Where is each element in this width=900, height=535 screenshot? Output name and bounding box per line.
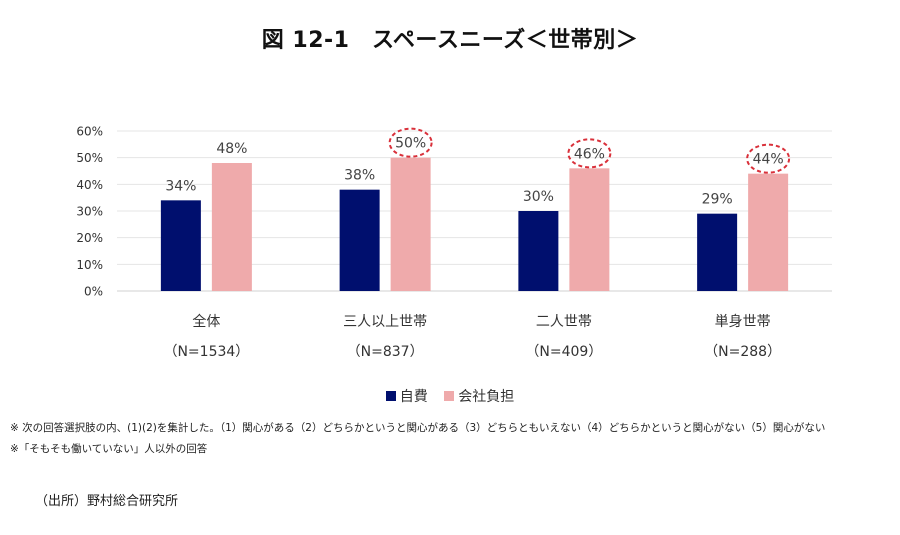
source: （出所）野村総合研究所 (35, 494, 179, 509)
highlight-circle (388, 127, 433, 158)
note-2: ※「そもそも働いていない」人以外の回答 (10, 443, 208, 455)
y-tick-label: 40% (76, 178, 103, 192)
bar-self-paid (697, 213, 738, 291)
bar-company-paid (390, 157, 431, 291)
chart-title: 図 12-1 スペースニーズ＜世帯別＞ (261, 28, 639, 53)
y-tick-label: 50% (76, 151, 103, 165)
data-label: 44% (753, 152, 784, 168)
x-axis-labels: 全体 （N=1534） 三人以上世帯 （N=837） 二人世帯 （N=409） 単身世帯 （N… (163, 313, 781, 360)
bar-self-paid (160, 200, 201, 291)
highlight-circle (567, 138, 612, 169)
legend-item-self-paid: 自費 (385, 386, 428, 406)
data-label: 29% (702, 192, 733, 208)
legend-swatch-company-paid (444, 391, 455, 401)
x-category-label: 単身世帯 (715, 314, 771, 330)
bar-company-paid (748, 173, 789, 291)
y-tick-label: 0% (84, 285, 103, 299)
legend-item-company-paid: 会社負担 (444, 386, 514, 406)
data-label: 38% (344, 168, 375, 184)
note-1: ※ 次の回答選択肢の内、(1)(2)を集計した。（1）関心がある（2）どちらかと… (10, 422, 826, 434)
bars: 34% 48% 38% 50% 30% 46% 29% 44% (160, 127, 791, 291)
x-category-sublabel: （N=409） (525, 344, 602, 360)
highlight-circle (746, 143, 791, 174)
bar-chart: 0% 10% 20% 30% 40% 50% 60% 34% 48% 38% 50% 30% 46% 2… (76, 125, 832, 360)
legend-label-self-paid: 自費 (399, 389, 428, 405)
bar-self-paid (339, 189, 380, 291)
notes: ※ 次の回答選択肢の内、(1)(2)を集計した。（1）関心がある（2）どちらかと… (10, 418, 825, 460)
legend-swatch-self-paid (385, 391, 396, 401)
data-label: 48% (216, 141, 247, 157)
data-label: 30% (523, 189, 554, 205)
y-axis-ticks: 0% 10% 20% 30% 40% 50% 60% (76, 125, 103, 299)
bar-company-paid (569, 168, 610, 291)
data-label: 46% (574, 146, 605, 162)
x-category-sublabel: （N=1534） (163, 344, 249, 360)
y-tick-label: 30% (76, 205, 103, 219)
legend: 自費 会社負担 (0, 386, 900, 406)
legend-label-company-paid: 会社負担 (458, 389, 515, 405)
bar-self-paid (518, 211, 559, 291)
data-label: 50% (395, 136, 426, 152)
y-tick-label: 10% (76, 258, 103, 272)
data-label: 34% (165, 178, 196, 194)
y-tick-label: 20% (76, 231, 103, 245)
x-category-sublabel: （N=288） (704, 344, 781, 360)
x-category-label: 三人以上世帯 (343, 314, 427, 330)
x-category-label: 全体 (192, 313, 220, 330)
bar-company-paid (211, 163, 252, 291)
y-tick-label: 60% (76, 125, 103, 139)
x-category-label: 二人世帯 (536, 314, 592, 330)
x-category-sublabel: （N=837） (347, 344, 424, 360)
